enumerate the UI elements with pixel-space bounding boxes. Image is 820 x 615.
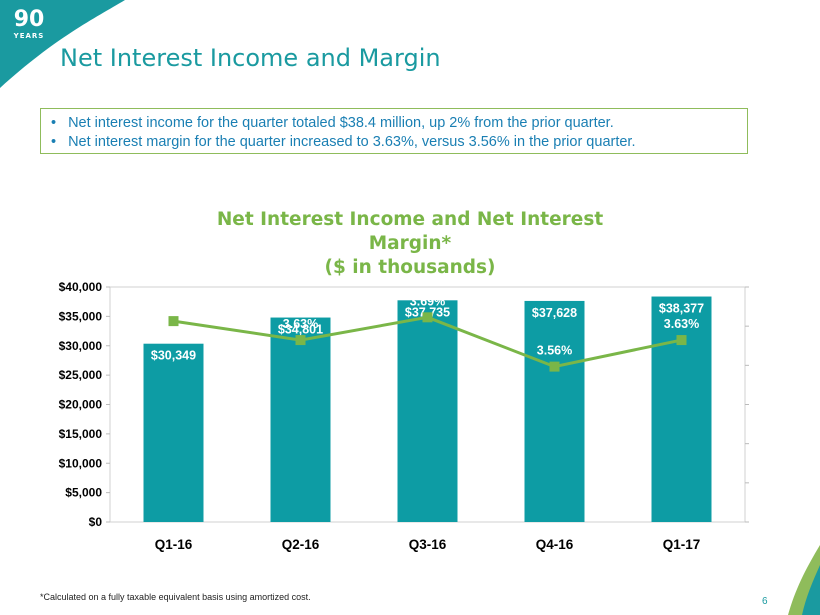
logo: 90 YEARS [10, 8, 48, 52]
bar [651, 296, 712, 522]
y-axis-tick-label: $0 [89, 515, 103, 529]
bar-value-label: $38,377 [659, 302, 704, 316]
bar [143, 343, 204, 522]
chart-title-line: Net Interest Income and Net Interest [216, 209, 604, 230]
margin-value-label: 3.69% [410, 294, 445, 308]
bullet-item: Net interest margin for the quarter incr… [51, 133, 737, 152]
summary-box: Net interest income for the quarter tota… [40, 108, 748, 154]
bar-value-label: $37,735 [405, 305, 450, 319]
margin-value-label: 3.68% [156, 298, 191, 312]
logo-number: 90 [13, 7, 45, 32]
y-axis-tick-label: $40,000 [59, 280, 103, 294]
corner-decoration-bottom [788, 545, 820, 615]
x-axis-category-label: Q4-16 [536, 537, 574, 552]
bar-value-label: $34,801 [278, 323, 323, 337]
margin-value-label: 3.56% [537, 344, 572, 358]
y-axis-tick-label: $5,000 [65, 486, 102, 500]
y-axis-tick-label: $25,000 [59, 368, 103, 382]
logo-caption: YEARS [13, 32, 45, 40]
corner-decoration [0, 0, 125, 88]
bar-value-label: $37,628 [532, 306, 577, 320]
bullet-item: Net interest income for the quarter tota… [51, 114, 737, 133]
chart-title: Net Interest Income and Net Interest Mar… [150, 208, 670, 280]
margin-marker [422, 312, 433, 323]
margin-marker [168, 316, 179, 327]
x-axis-category-label: Q1-16 [155, 537, 193, 552]
margin-value-label: 3.63% [664, 317, 699, 331]
x-axis-category-label: Q3-16 [409, 537, 447, 552]
page-number: 6 [762, 596, 768, 607]
chart-title-line: ($ in thousands) [324, 257, 496, 278]
y-axis-tick-label: $15,000 [59, 427, 103, 441]
net-interest-chart: $0 $5,000 $10,000 $15,000 $20,000 $25,000 $30,… [59, 280, 749, 552]
bar [524, 300, 585, 522]
margin-marker [676, 335, 687, 346]
y-axis-tick-label: $35,000 [59, 309, 103, 323]
y-axis-tick-label: $10,000 [59, 456, 103, 470]
x-axis-category-label: Q1-17 [663, 537, 701, 552]
y-axis-tick-label: $30,000 [59, 339, 103, 353]
chart-title-line: Margin* [368, 233, 452, 254]
margin-marker [295, 335, 306, 346]
margin-value-label: 3.63% [283, 317, 318, 331]
x-axis-category-label: Q2-16 [282, 537, 320, 552]
page-title: Net Interest Income and Margin [60, 44, 441, 72]
margin-marker [549, 361, 560, 372]
bar-value-label: $30,349 [151, 349, 196, 363]
bar [270, 317, 331, 522]
y-axis-tick-label: $20,000 [59, 398, 103, 412]
bar [397, 300, 458, 522]
footnote: *Calculated on a fully taxable equivalen… [40, 592, 311, 602]
